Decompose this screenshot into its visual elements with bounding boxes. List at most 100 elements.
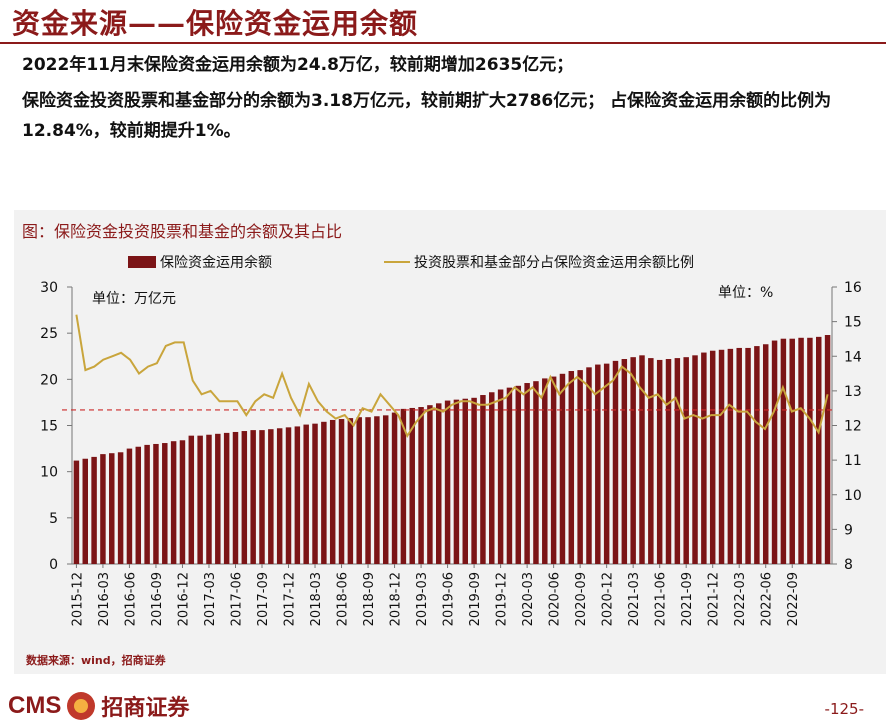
bar — [754, 346, 760, 564]
data-source-note: 数据来源：wind，招商证券 — [26, 653, 167, 667]
bar — [170, 441, 177, 564]
bar — [400, 408, 407, 564]
left-tick-label: 0 — [49, 557, 58, 573]
bar — [409, 407, 415, 564]
bar — [197, 435, 203, 564]
x-tick-label: 2019-09 — [468, 572, 483, 626]
bar — [709, 350, 716, 564]
bar — [250, 430, 256, 564]
x-tick-label: 2022-09 — [786, 572, 801, 626]
bar — [329, 419, 336, 564]
bar — [427, 405, 433, 564]
bar — [436, 403, 442, 564]
right-tick-label: 14 — [844, 349, 862, 365]
bar — [188, 435, 195, 564]
x-tick-label: 2020-03 — [521, 572, 536, 626]
x-tick-label: 2019-12 — [495, 572, 510, 626]
x-tick-label: 2016-09 — [150, 572, 165, 626]
bar — [153, 443, 159, 564]
x-tick-label: 2018-09 — [362, 572, 377, 626]
bar — [762, 344, 769, 564]
bar — [656, 359, 663, 564]
right-tick-label: 10 — [844, 488, 862, 504]
bar — [568, 371, 575, 564]
right-tick-label: 13 — [844, 384, 862, 400]
legend-line-label: 投资股票和基金部分占保险资金运用余额比例 — [414, 254, 694, 271]
bar — [489, 392, 495, 564]
bar — [603, 363, 610, 564]
summary-line-2: 保险资金投资股票和基金部分的余额为3.18万亿元，较前期扩大2786亿元； 占保… — [22, 91, 832, 141]
left-unit-label: 单位：万亿元 — [92, 291, 176, 307]
legend-bar-label: 保险资金运用余额 — [160, 254, 272, 271]
left-tick-label: 10 — [40, 465, 58, 481]
bar — [630, 357, 636, 564]
bar — [621, 359, 628, 564]
bar — [347, 418, 354, 564]
chart-caption: 图：保险资金投资股票和基金的余额及其占比 — [22, 222, 343, 241]
left-tick-label: 20 — [40, 372, 58, 388]
x-tick-label: 2019-03 — [415, 572, 430, 626]
bar — [462, 398, 468, 564]
bar — [718, 349, 725, 564]
x-tick-label: 2017-06 — [229, 572, 244, 626]
x-tick-label: 2020-12 — [601, 572, 616, 626]
bar — [559, 373, 566, 564]
x-tick-label: 2022-06 — [760, 572, 775, 626]
x-tick-label: 2017-09 — [256, 572, 271, 626]
right-tick-label: 8 — [844, 557, 853, 573]
bar — [577, 370, 583, 564]
bar — [268, 429, 274, 564]
bar — [135, 446, 142, 564]
x-tick-label: 2018-06 — [336, 572, 351, 626]
bar — [73, 460, 80, 564]
bar — [683, 357, 689, 564]
bar — [692, 355, 698, 564]
x-tick-label: 2016-06 — [123, 572, 138, 626]
x-tick-label: 2019-06 — [442, 572, 457, 626]
bar — [179, 440, 186, 564]
bar — [418, 407, 424, 564]
x-tick-label: 2021-03 — [627, 572, 642, 626]
right-tick-label: 15 — [844, 315, 862, 331]
x-tick-label: 2021-12 — [707, 572, 722, 626]
bar — [533, 381, 539, 564]
bar — [550, 376, 557, 564]
bar — [117, 452, 124, 564]
bar — [206, 434, 212, 564]
bar — [480, 395, 486, 564]
bar — [303, 424, 309, 564]
bar — [100, 454, 106, 564]
bar — [745, 347, 751, 564]
bar — [259, 430, 265, 564]
x-tick-label: 2018-12 — [389, 572, 404, 626]
bar — [612, 360, 619, 564]
page-title: 资金来源——保险资金运用余额 — [12, 7, 419, 40]
x-tick-label: 2021-06 — [654, 572, 669, 626]
bar — [365, 417, 371, 564]
bar — [471, 397, 477, 564]
bar — [780, 338, 787, 564]
x-tick-label: 2017-12 — [283, 572, 298, 626]
right-unit-label: 单位：% — [718, 285, 773, 301]
bar — [639, 355, 645, 564]
bar — [382, 415, 389, 564]
bar — [285, 427, 292, 564]
x-tick-label: 2017-03 — [203, 572, 218, 626]
bar — [771, 340, 778, 564]
bar — [232, 431, 239, 564]
bar — [701, 352, 707, 564]
bar — [674, 358, 681, 564]
bar — [586, 367, 592, 564]
bar — [276, 428, 283, 564]
bar — [162, 443, 168, 564]
right-tick-label: 9 — [844, 522, 853, 538]
bar — [453, 399, 460, 564]
title-divider — [0, 42, 886, 44]
bar — [321, 421, 327, 564]
right-tick-label: 11 — [844, 453, 862, 469]
x-tick-label: 2016-03 — [97, 572, 112, 626]
legend-bar-swatch — [128, 256, 156, 268]
right-tick-label: 12 — [844, 419, 862, 435]
bar — [391, 412, 398, 564]
